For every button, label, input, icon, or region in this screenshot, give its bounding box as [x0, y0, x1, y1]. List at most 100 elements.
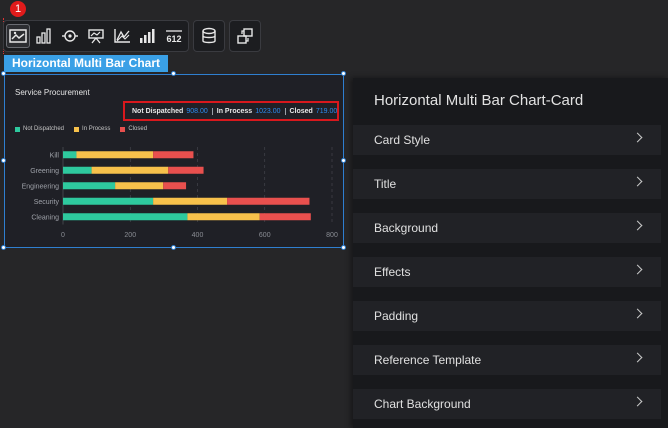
section-label: Chart Background	[374, 397, 471, 411]
chart-name-tag[interactable]: Horizontal Multi Bar Chart	[4, 55, 169, 72]
bar-segment	[91, 166, 169, 174]
chart-canvas: 0 200 400 600 800 Kill Greening Engineering Secu…	[22, 147, 338, 239]
resize-handle-b[interactable]	[171, 245, 176, 250]
chevron-right-icon	[632, 264, 643, 275]
data-link-button[interactable]	[233, 24, 257, 48]
category-label: Kill	[50, 152, 60, 159]
legend-label: Closed	[128, 126, 148, 132]
legend-item: In Process	[74, 126, 110, 132]
data-link-toolbar	[229, 20, 261, 52]
bar-segment	[63, 151, 77, 159]
section-label: Effects	[374, 265, 411, 279]
section-label: Card Style	[374, 133, 431, 147]
legend-item: Closed	[120, 126, 147, 132]
number-612-icon: 612	[166, 30, 182, 44]
section-background[interactable]: Background	[353, 213, 661, 243]
bar-segment	[63, 197, 154, 205]
callout-marker-1: 1	[10, 1, 26, 17]
chevron-right-icon	[632, 132, 643, 143]
chart-legend: Not Dispatched In Process Closed	[15, 126, 157, 132]
line-chart-button[interactable]	[110, 24, 134, 48]
category-label: Cleaning	[31, 214, 59, 221]
legend-label: Not Dispatched	[23, 126, 65, 132]
stat-value: 1023.00	[255, 107, 281, 115]
resize-handle-tr[interactable]	[341, 71, 346, 76]
x-tick-label: 800	[326, 232, 338, 239]
target-button[interactable]	[58, 24, 82, 48]
stat-label: In Process	[216, 107, 253, 115]
legend-label: In Process	[82, 126, 111, 132]
bar-segment	[168, 166, 204, 174]
category-label: Greening	[30, 168, 59, 175]
x-tick-label: 600	[259, 232, 271, 239]
image-chart-icon	[9, 29, 27, 43]
bar-chart-button[interactable]	[32, 24, 56, 48]
section-reference-template[interactable]: Reference Template	[353, 345, 661, 375]
stat-value: 719.00	[315, 107, 338, 115]
bar-segment	[63, 166, 92, 174]
resize-handle-tl[interactable]	[1, 71, 6, 76]
legend-item: Not Dispatched	[15, 126, 64, 132]
bar-segment	[63, 213, 188, 221]
line-chart-icon	[114, 29, 130, 43]
bar-segment	[153, 197, 228, 205]
stat-label: Not Dispatched	[132, 107, 184, 115]
chevron-right-icon	[632, 176, 643, 187]
section-effects[interactable]: Effects	[353, 257, 661, 287]
section-label: Reference Template	[374, 353, 482, 367]
bar-chart-icon	[36, 28, 51, 44]
bar-segment	[153, 151, 194, 159]
svg-text:612: 612	[166, 34, 181, 44]
board-icon	[88, 29, 104, 44]
bar-segment	[163, 182, 187, 190]
chevron-right-icon	[632, 308, 643, 319]
stepped-bar-icon	[140, 29, 155, 43]
chevron-right-icon	[632, 352, 643, 363]
data-source-toolbar	[193, 20, 225, 52]
chevron-right-icon	[632, 220, 643, 231]
stat-label: Closed	[289, 107, 313, 115]
chevron-right-icon	[632, 396, 643, 407]
section-title[interactable]: Title	[353, 169, 661, 199]
bar-segment	[259, 213, 311, 221]
resize-handle-t[interactable]	[171, 71, 176, 76]
image-chart-button[interactable]	[6, 24, 30, 48]
bar-segment	[76, 151, 154, 159]
category-label: Engineering	[22, 183, 59, 190]
bar-segment	[115, 182, 164, 190]
x-tick-label: 0	[61, 232, 65, 239]
bar-segment	[63, 182, 116, 190]
stat-not-dispatched: Not Dispatched 908.00	[128, 108, 212, 115]
stat-closed: Closed 719.00	[284, 107, 342, 115]
target-icon	[62, 30, 78, 42]
resize-handle-r[interactable]	[341, 158, 346, 163]
horizontal-multi-bar-chart[interactable]: 0 200 400 600 800 Kill Greening Engineering Secu…	[4, 74, 344, 248]
resize-handle-l[interactable]	[1, 158, 6, 163]
resize-handle-br[interactable]	[341, 245, 346, 250]
panel-title: Horizontal Multi Bar Chart-Card	[374, 92, 584, 109]
stat-value: 908.00	[186, 107, 208, 115]
database-icon	[202, 27, 216, 44]
board-button[interactable]	[84, 24, 108, 48]
database-button[interactable]	[197, 24, 221, 48]
bar-segment	[187, 213, 260, 221]
section-card-style[interactable]: Card Style	[353, 125, 661, 155]
section-chart-background[interactable]: Chart Background	[353, 389, 661, 419]
x-tick-label: 400	[192, 232, 204, 239]
stats-summary: Not Dispatched 908.00 In Process 1023.00…	[123, 101, 339, 121]
chart-settings-panel: Horizontal Multi Bar Chart-Card Card Sty…	[353, 78, 668, 428]
stat-in-process: In Process 1023.00	[211, 107, 285, 115]
resize-handle-bl[interactable]	[1, 245, 6, 250]
stepped-bar-button[interactable]	[136, 24, 160, 48]
number-612-button[interactable]: 612	[162, 24, 186, 48]
data-link-icon	[237, 28, 253, 44]
section-label: Padding	[374, 309, 419, 323]
chart-type-toolbar: 612	[3, 20, 189, 52]
bar-segment	[227, 197, 310, 205]
section-label: Title	[374, 177, 397, 191]
x-tick-label: 200	[124, 232, 136, 239]
section-label: Background	[374, 221, 439, 235]
chart-title: Service Procurement	[15, 88, 90, 97]
section-padding[interactable]: Padding	[353, 301, 661, 331]
category-label: Security	[34, 199, 60, 206]
